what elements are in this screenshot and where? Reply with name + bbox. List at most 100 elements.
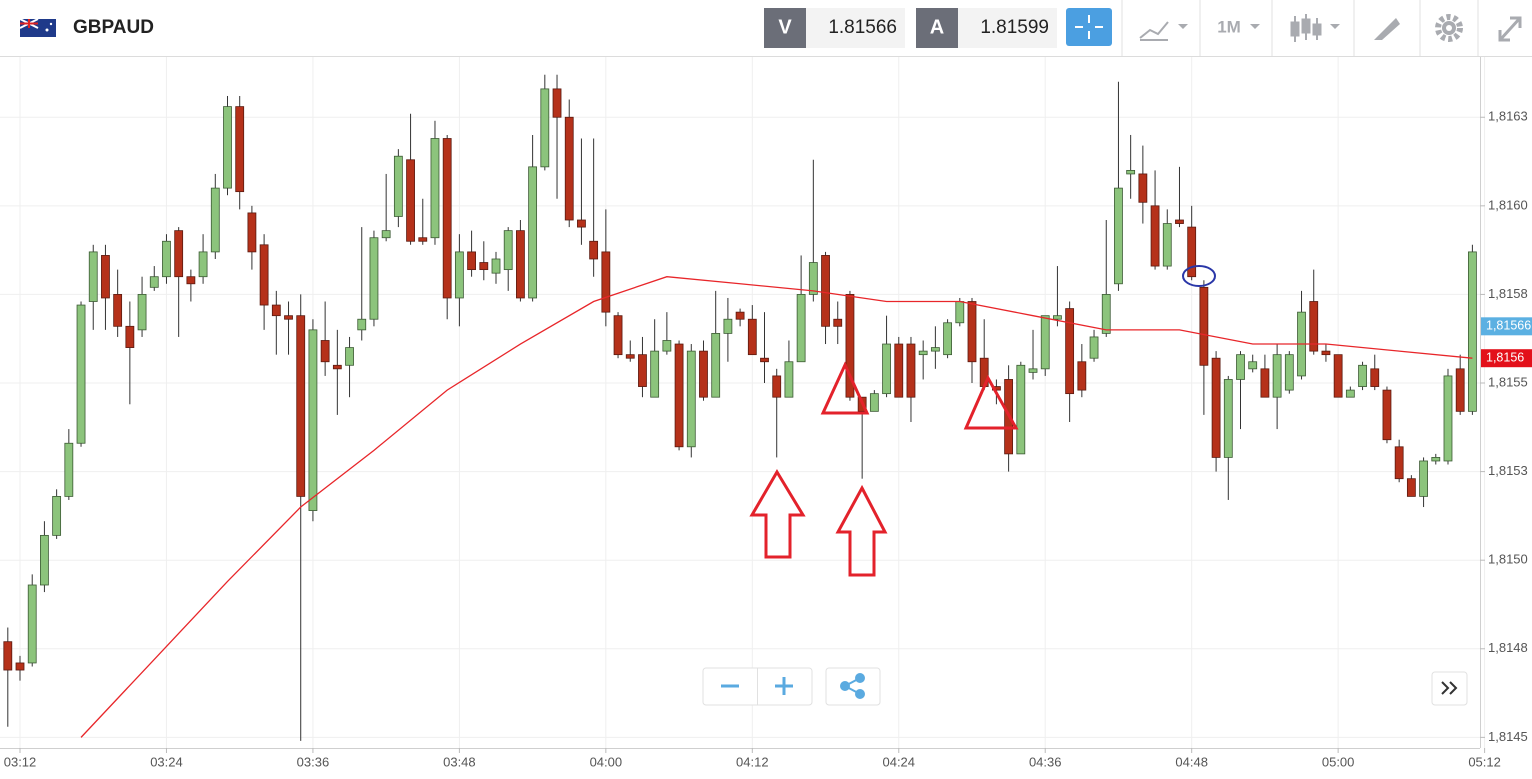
bid-box[interactable] <box>806 8 905 48</box>
toolbar-separators <box>1121 0 1479 56</box>
ask-button[interactable] <box>916 8 958 48</box>
candle-body <box>345 347 354 366</box>
candle-body <box>308 329 318 511</box>
zoom-controls <box>702 667 1468 706</box>
candle-body <box>540 88 550 168</box>
candle-body <box>357 318 367 331</box>
candle-body <box>625 354 635 359</box>
candle-body <box>125 325 135 348</box>
candle-body <box>943 322 952 356</box>
candle-body <box>699 350 708 398</box>
candle-body <box>1467 251 1477 412</box>
candle-body <box>1077 361 1087 391</box>
candle-body <box>88 251 98 302</box>
timeframe-button[interactable]: 1M <box>1217 17 1241 36</box>
scroll-right-icon <box>1441 681 1458 695</box>
candle-body <box>1199 286 1209 366</box>
price-tag-label: 1,81566 <box>1486 319 1531 333</box>
candle-body <box>1162 223 1172 267</box>
ask-label: A <box>930 16 944 38</box>
zoom-in-button[interactable] <box>775 677 793 695</box>
candle-body <box>467 251 476 271</box>
candle-body <box>1126 169 1136 175</box>
candle-body <box>1138 173 1148 203</box>
settings-button[interactable] <box>1435 14 1463 42</box>
candle-body <box>882 343 891 395</box>
x-tick-label: 03:24 <box>150 754 183 769</box>
chart-type-button[interactable] <box>1290 14 1340 42</box>
bid-price: 1.81566 <box>828 17 897 38</box>
candle-body <box>638 354 647 387</box>
candle-body <box>784 361 794 398</box>
candle-body <box>64 442 74 497</box>
candle-body <box>393 155 403 217</box>
candle-body <box>686 350 696 448</box>
candle-body <box>1016 364 1026 455</box>
candle-body <box>1248 361 1258 370</box>
ask-box[interactable] <box>958 8 1057 48</box>
candle-body <box>796 294 806 363</box>
share-icon <box>840 673 865 699</box>
candle-body <box>1394 446 1404 480</box>
candle-body <box>711 332 721 398</box>
bid-label: V <box>778 16 792 38</box>
x-tick-label: 04:12 <box>736 754 769 769</box>
candle-body <box>735 311 745 320</box>
candle-body <box>869 393 879 412</box>
candle-body <box>1223 379 1233 458</box>
candle-body <box>833 318 843 327</box>
candle-body <box>149 276 159 288</box>
toolbar: GBPAUD V 1.81566 A 1.81599 1M <box>0 0 1532 57</box>
candle-body <box>162 240 171 278</box>
candle-body <box>845 294 855 398</box>
annotations <box>749 361 1019 577</box>
candle-body <box>454 251 464 299</box>
symbol: GBPAUD <box>73 17 154 38</box>
x-tick-label: 05:00 <box>1322 754 1355 769</box>
candle-body <box>1419 460 1428 497</box>
candle-body <box>332 364 342 370</box>
candle-body <box>918 350 928 356</box>
candle-body <box>503 230 513 271</box>
draw-tool-button[interactable] <box>1374 18 1400 40</box>
x-tick-label: 04:48 <box>1175 754 1208 769</box>
candle-body <box>662 340 672 352</box>
scroll-right-button[interactable] <box>1431 671 1468 706</box>
grid <box>0 57 1486 748</box>
candle-body <box>1370 368 1380 387</box>
candle-body <box>1406 478 1416 497</box>
candle-body <box>15 662 25 671</box>
candle-body <box>52 496 62 536</box>
candle-body <box>1272 354 1282 398</box>
candle-body <box>1455 368 1465 412</box>
candle-body <box>27 584 37 664</box>
candle-body <box>1345 389 1355 398</box>
candle-body <box>564 116 574 221</box>
candle-body <box>174 230 184 278</box>
candle-body <box>198 251 208 278</box>
y-tick-label: 1,8148 <box>1488 640 1528 655</box>
candle-body <box>223 106 232 189</box>
x-tick-label: 04:24 <box>882 754 915 769</box>
y-tick-label: 1,8160 <box>1488 197 1528 212</box>
bid-button[interactable] <box>764 8 806 48</box>
candle-body <box>101 255 110 299</box>
candle-body <box>552 88 562 118</box>
candle-body <box>650 350 660 398</box>
candle-body <box>967 301 977 363</box>
candle-body <box>1089 336 1099 359</box>
fullscreen-button[interactable] <box>1498 16 1522 42</box>
candle-body <box>320 340 330 363</box>
candle-body <box>1431 457 1441 462</box>
candle-body <box>1321 350 1331 356</box>
price-tag <box>1481 317 1532 336</box>
indicator-button[interactable] <box>1139 21 1188 41</box>
x-tick-label: 04:00 <box>590 754 623 769</box>
candle-body <box>516 230 525 299</box>
crosshair-button[interactable] <box>1066 8 1112 46</box>
share-button[interactable] <box>825 667 881 706</box>
ask-price: 1.81599 <box>980 17 1049 38</box>
candle-body <box>1175 219 1184 224</box>
candle-body <box>235 106 245 193</box>
candle-body <box>1284 354 1294 391</box>
